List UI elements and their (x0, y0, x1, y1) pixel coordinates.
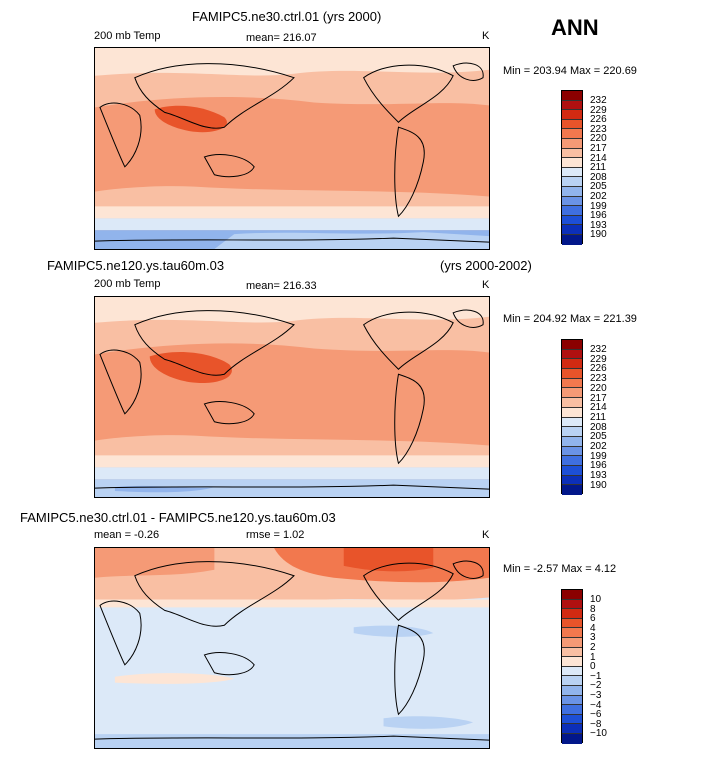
colorbar-label: 217 (590, 143, 607, 154)
colorbar-label: 190 (590, 229, 607, 241)
panel-3-map (94, 547, 490, 749)
colorbar-label: −8 (590, 718, 602, 730)
colorbar-label: 226 (590, 363, 607, 375)
panel-3-colorbar (561, 589, 583, 744)
panel-2-colorbar (561, 339, 583, 495)
panel-1-colorbar (561, 90, 583, 245)
colorbar-label: 205 (590, 181, 607, 193)
colorbar-label: 223 (590, 123, 607, 135)
panel-3-mean: mean = -0.26 (94, 529, 160, 541)
season-label: ANN (551, 15, 599, 40)
colorbar-label: 8 (590, 603, 596, 615)
colorbar-label: 2 (590, 642, 596, 653)
colorbar-label: 229 (590, 104, 607, 116)
colorbar-label: 190 (590, 479, 607, 491)
colorbar-label: 205 (590, 431, 607, 443)
colorbar-label: 199 (590, 450, 607, 462)
colorbar-label: 211 (590, 411, 606, 423)
colorbar-label: 214 (590, 402, 607, 414)
panel-2-years: (yrs 2000-2002) (440, 258, 532, 273)
colorbar-label: 4 (590, 622, 596, 634)
panel-1-mean: mean= 216.07 (246, 32, 317, 44)
panel-3-minmax: Min = -2.57 Max = 4.12 (503, 563, 617, 575)
panel-1-field: 200 mb Temp (94, 30, 161, 42)
panel-1-minmax: Min = 203.94 Max = 220.69 (503, 65, 637, 77)
panel-2-map (94, 296, 490, 498)
panel-2-minmax: Min = 204.92 Max = 221.39 (503, 313, 637, 325)
colorbar-label: −4 (590, 699, 602, 711)
colorbar-label: −2 (590, 680, 602, 692)
colorbar-label: 220 (590, 133, 607, 145)
colorbar-label: −1 (590, 670, 602, 682)
colorbar-label: −6 (590, 709, 602, 721)
colorbar-label: 208 (590, 421, 607, 433)
colorbar-label: 223 (590, 373, 607, 385)
colorbar-label: 10 (590, 594, 602, 605)
panel-1-map (94, 47, 490, 250)
colorbar-label: 208 (590, 171, 607, 183)
colorbar-label: 214 (590, 152, 607, 164)
colorbar-label: −10 (590, 728, 607, 740)
colorbar-label: 202 (590, 191, 607, 202)
colorbar-label: 211 (590, 162, 606, 174)
colorbar-label: 232 (590, 344, 607, 355)
colorbar-label: 6 (590, 613, 596, 625)
colorbar-label: 1 (590, 651, 596, 663)
panel-1-title: FAMIPC5.ne30.ctrl.01 (yrs 2000) (192, 9, 382, 24)
colorbar-label: 196 (590, 210, 607, 222)
colorbar-label: −3 (590, 690, 602, 701)
colorbar-label: 193 (590, 470, 607, 482)
panel-3-units: K (482, 529, 490, 541)
colorbar-label: 226 (590, 114, 607, 126)
panel-1-units: K (482, 30, 490, 42)
panel-2-units: K (482, 279, 490, 291)
colorbar-label: 0 (590, 661, 596, 673)
colorbar-label: 193 (590, 219, 607, 231)
colorbar-label: 199 (590, 200, 607, 212)
colorbar-label: 229 (590, 353, 607, 365)
colorbar-label: 220 (590, 382, 607, 394)
panel-2-mean: mean= 216.33 (246, 280, 317, 292)
panel-3-rmse: rmse = 1.02 (246, 529, 305, 541)
colorbar-label: 3 (590, 632, 596, 644)
colorbar-label: 232 (590, 95, 607, 106)
colorbar-label: 196 (590, 460, 607, 472)
panel-2-field: 200 mb Temp (94, 278, 161, 290)
colorbar-label: 217 (590, 392, 607, 404)
panel-3-title: FAMIPC5.ne30.ctrl.01 - FAMIPC5.ne120.ys.… (20, 510, 336, 525)
colorbar-label: 202 (590, 441, 607, 452)
panel-2-title: FAMIPC5.ne120.ys.tau60m.03 (47, 258, 225, 273)
